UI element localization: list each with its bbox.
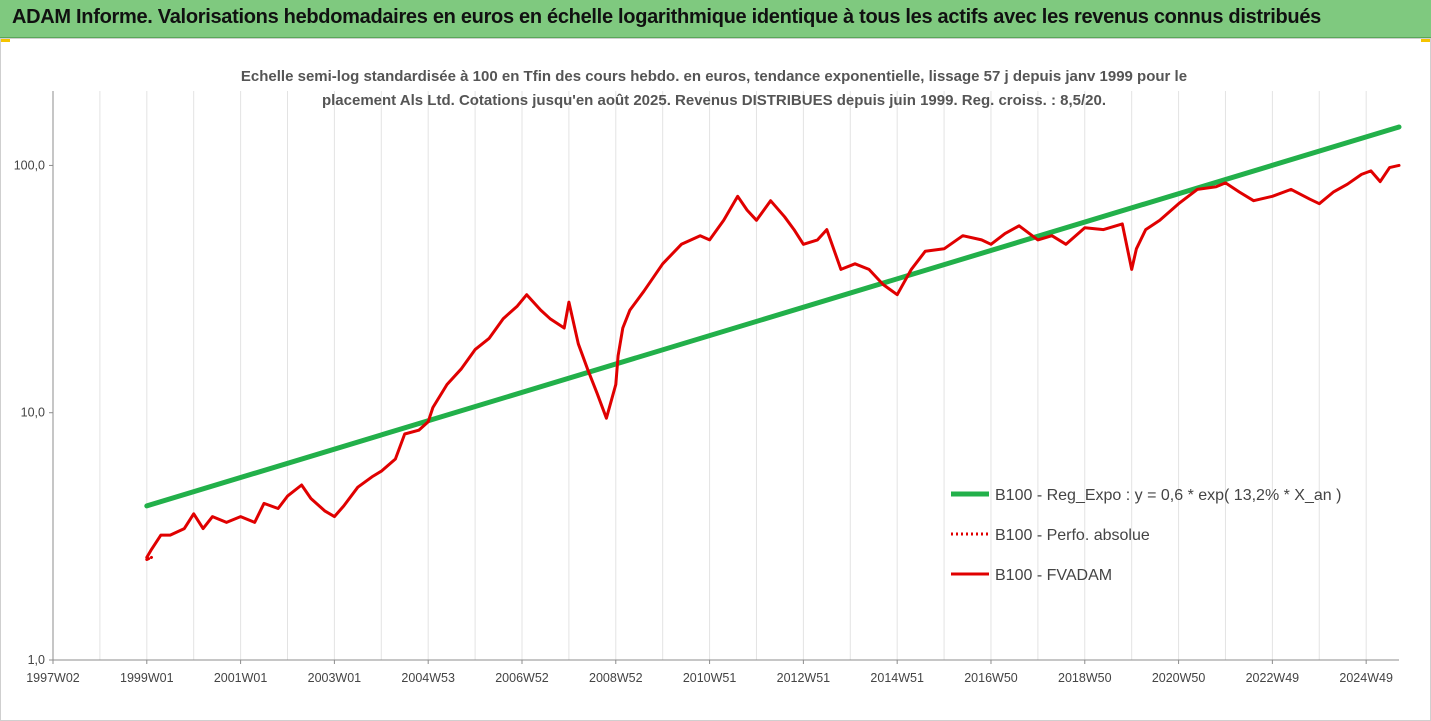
y-tick-label: 1,0 <box>28 653 45 667</box>
x-tick-label: 2014W51 <box>870 671 924 685</box>
legend-entry-label: B100 - Reg_Expo : y = 0,6 * exp( 13,2% *… <box>995 487 1341 504</box>
series-fvadam-line <box>145 163 1401 559</box>
chart-subtitle-line: Echelle semi-log standardisée à 100 en T… <box>241 68 1187 85</box>
legend-entry-label: B100 - Perfo. absolue <box>995 527 1150 544</box>
x-tick-label: 2004W53 <box>401 671 455 685</box>
series-absolute-perf-line <box>145 555 153 561</box>
x-tick-label: 2020W50 <box>1152 671 1206 685</box>
x-tick-label: 2016W50 <box>964 671 1018 685</box>
chart-subtitle-line: placement Als Ltd. Cotations jusqu'en ao… <box>322 92 1106 109</box>
x-tick-label: 2018W50 <box>1058 671 1112 685</box>
x-tick-label: 1999W01 <box>120 671 174 685</box>
x-tick-label: 2006W52 <box>495 671 549 685</box>
legend-entry-label: B100 - FVADAM <box>995 567 1112 584</box>
x-tick-label: 2022W49 <box>1246 671 1300 685</box>
x-tick-label: 2008W52 <box>589 671 643 685</box>
series-layer <box>144 124 1402 561</box>
series-regression-line <box>144 124 1402 509</box>
y-tick-label: 10,0 <box>21 406 45 420</box>
legend: B100 - Reg_Expo : y = 0,6 * exp( 13,2% *… <box>951 487 1341 584</box>
chart-area: 1,0 10,0 100,0 1997W02 1999W01 2001W01 2003W01… <box>0 38 1431 721</box>
x-tick-label: 2012W51 <box>777 671 831 685</box>
x-tick-label: 2001W01 <box>214 671 268 685</box>
x-tick-label: 2010W51 <box>683 671 737 685</box>
x-tick-label: 2024W49 <box>1339 671 1393 685</box>
x-tick-label: 2003W01 <box>308 671 362 685</box>
chart-subtitle: Echelle semi-log standardisée à 100 en T… <box>241 68 1187 109</box>
chart-svg: 1,0 10,0 100,0 1997W02 1999W01 2001W01 2003W01… <box>14 68 1402 685</box>
x-tick-label: 1997W02 <box>26 671 80 685</box>
header-banner: ADAM Informe. Valorisations hebdomadaire… <box>0 0 1431 38</box>
axes: 1,0 10,0 100,0 1997W02 1999W01 2001W01 2003W01… <box>14 91 1399 685</box>
grid <box>52 91 1367 660</box>
page-title: ADAM Informe. Valorisations hebdomadaire… <box>12 6 1321 28</box>
y-tick-label: 100,0 <box>14 158 45 172</box>
corner-marker-right <box>1421 38 1431 42</box>
corner-marker-left <box>0 38 10 42</box>
